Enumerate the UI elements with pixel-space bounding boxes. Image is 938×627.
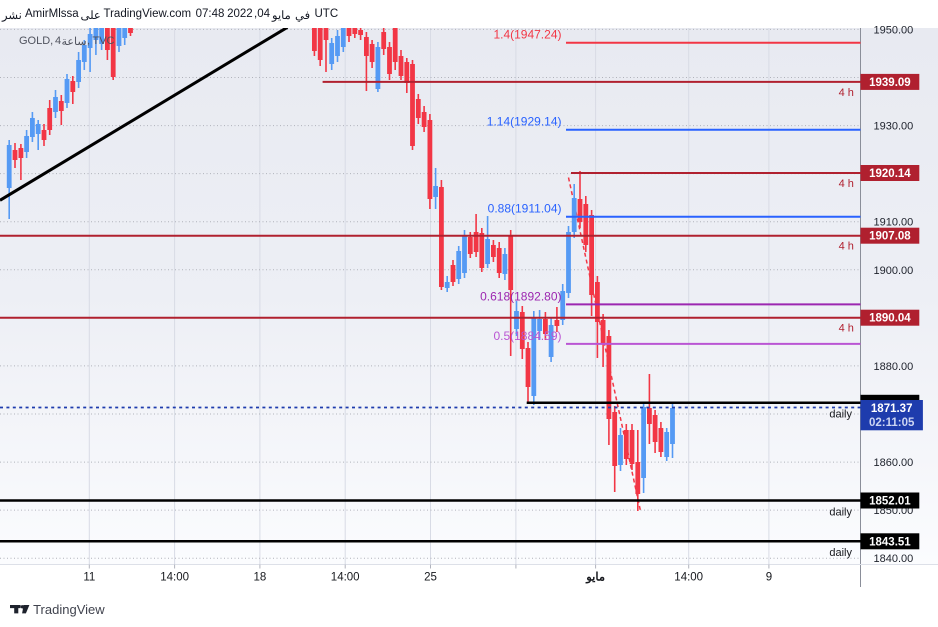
svg-text:1840.00: 1840.00 bbox=[874, 553, 914, 565]
svg-text:9: 9 bbox=[766, 572, 772, 584]
svg-text:14:00: 14:00 bbox=[674, 572, 703, 584]
svg-text:daily: daily bbox=[829, 507, 852, 519]
svg-text:1.4(1947.24): 1.4(1947.24) bbox=[493, 28, 561, 42]
svg-text:1920.14: 1920.14 bbox=[869, 168, 911, 180]
svg-text:1930.00: 1930.00 bbox=[874, 121, 914, 133]
svg-text:daily: daily bbox=[829, 547, 852, 559]
svg-text:14:00: 14:00 bbox=[331, 572, 360, 584]
svg-text:0.618(1892.80): 0.618(1892.80) bbox=[480, 289, 561, 303]
svg-text:14:00: 14:00 bbox=[160, 572, 189, 584]
svg-text:daily: daily bbox=[829, 409, 852, 421]
svg-text:1939.09: 1939.09 bbox=[869, 77, 911, 89]
svg-text:4 h: 4 h bbox=[839, 323, 854, 335]
svg-text:1843.51: 1843.51 bbox=[869, 536, 911, 548]
svg-text:1900.00: 1900.00 bbox=[874, 265, 914, 277]
svg-text:1880.00: 1880.00 bbox=[874, 361, 914, 373]
svg-text:0.5(1884.59): 0.5(1884.59) bbox=[493, 329, 561, 343]
svg-text:1910.00: 1910.00 bbox=[874, 217, 914, 229]
svg-text:1890.04: 1890.04 bbox=[869, 313, 911, 325]
svg-text:11: 11 bbox=[83, 572, 95, 584]
svg-text:4 h: 4 h bbox=[839, 87, 854, 99]
svg-text:18: 18 bbox=[254, 572, 267, 584]
svg-text:0.88(1911.04): 0.88(1911.04) bbox=[488, 202, 562, 216]
svg-text:1852.01: 1852.01 bbox=[869, 496, 911, 508]
svg-text:02:11:05: 02:11:05 bbox=[869, 417, 915, 429]
svg-text:1860.00: 1860.00 bbox=[874, 457, 914, 469]
svg-text:1871.37: 1871.37 bbox=[871, 403, 913, 415]
svg-text:1950.00: 1950.00 bbox=[874, 24, 914, 36]
svg-text:4 h: 4 h bbox=[839, 178, 854, 190]
svg-text:4 h: 4 h bbox=[839, 241, 854, 253]
svg-text:25: 25 bbox=[424, 572, 437, 584]
svg-text:1907.08: 1907.08 bbox=[869, 231, 911, 243]
svg-text:1.14(1929.14): 1.14(1929.14) bbox=[487, 115, 562, 129]
svg-text:مايو: مايو bbox=[585, 571, 605, 585]
